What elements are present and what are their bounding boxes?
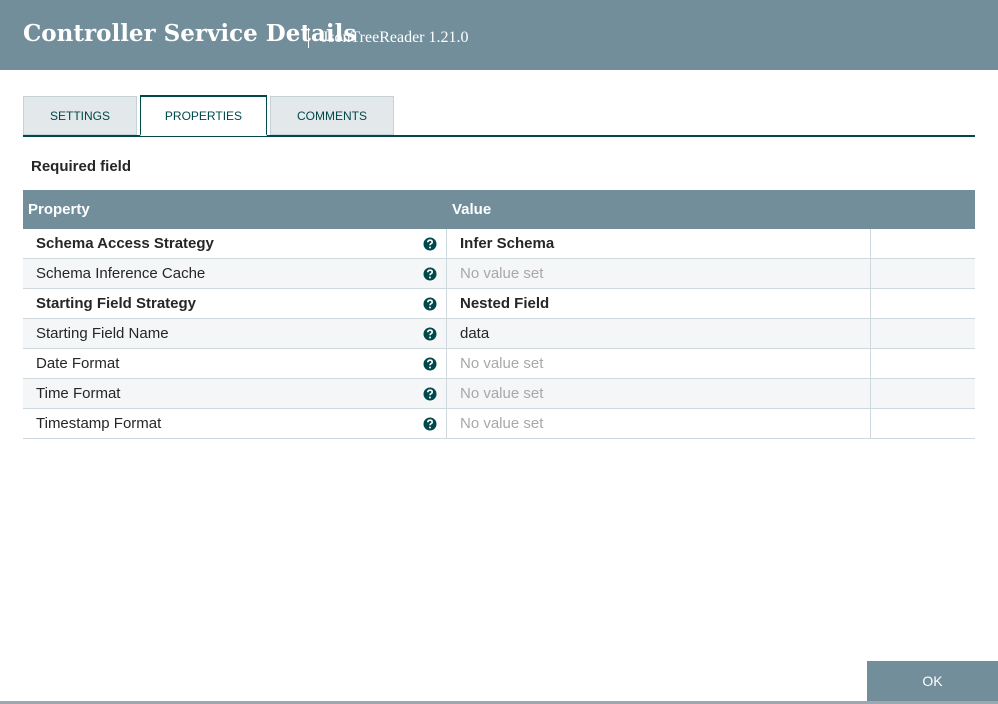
- property-name: Timestamp Format: [36, 415, 162, 432]
- tab-underline: [23, 135, 975, 137]
- property-value: No value set: [460, 355, 544, 372]
- table-row: Time Format No value set: [23, 379, 975, 409]
- tab[interactable]: PROPERTIES: [140, 95, 267, 136]
- property-name: Schema Access Strategy: [36, 235, 214, 252]
- property-name: Starting Field Name: [36, 325, 169, 342]
- column-header: Value: [452, 201, 492, 218]
- column-divider: [870, 319, 871, 349]
- column-divider: [870, 409, 871, 439]
- table-row: Schema Inference Cache No value set: [23, 259, 975, 289]
- column-divider: [870, 289, 871, 319]
- property-value: Infer Schema: [460, 235, 555, 252]
- required-label: Required field: [31, 158, 132, 175]
- column-divider: [446, 409, 447, 439]
- column-divider: [446, 229, 447, 259]
- table-row: Date Format No value set: [23, 349, 975, 379]
- column-divider: [446, 349, 447, 379]
- column-divider: [870, 259, 871, 289]
- help-icon[interactable]: [423, 417, 437, 431]
- column-header: Property: [28, 201, 90, 218]
- tab[interactable]: COMMENTS: [270, 96, 394, 135]
- column-divider: [446, 289, 447, 319]
- help-icon[interactable]: [423, 297, 437, 311]
- property-value: Nested Field: [460, 295, 550, 312]
- header: Controller Service Details JsonTreeReade…: [0, 0, 998, 70]
- column-divider: [870, 379, 871, 409]
- property-value: No value set: [460, 415, 544, 432]
- title: Controller Service Details: [23, 20, 357, 47]
- column-divider: [446, 379, 447, 409]
- bottom-edge: [0, 701, 998, 704]
- subtitle: JsonTreeReader 1.21.0: [322, 29, 469, 46]
- help-icon[interactable]: [423, 237, 437, 251]
- tab[interactable]: SETTINGS: [23, 96, 137, 135]
- table-row: Timestamp Format No value set: [23, 409, 975, 439]
- property-value: data: [460, 325, 490, 342]
- ok-button[interactable]: OK: [867, 661, 998, 701]
- table-row: Starting Field Name data: [23, 319, 975, 349]
- help-icon[interactable]: [423, 267, 437, 281]
- property-name: Starting Field Strategy: [36, 295, 197, 312]
- table-header: Property Value: [23, 190, 975, 229]
- column-divider: [870, 349, 871, 379]
- property-name: Date Format: [36, 355, 120, 372]
- column-divider: [446, 259, 447, 289]
- property-value: No value set: [460, 385, 544, 402]
- property-name: Schema Inference Cache: [36, 265, 206, 282]
- help-icon[interactable]: [423, 357, 437, 371]
- property-name: Time Format: [36, 385, 121, 402]
- separator: [308, 28, 309, 48]
- column-divider: [446, 319, 447, 349]
- table-row: Schema Access Strategy Infer Schema: [23, 229, 975, 259]
- column-divider: [870, 229, 871, 259]
- property-value: No value set: [460, 265, 544, 282]
- table-row: Starting Field Strategy Nested Field: [23, 289, 975, 319]
- help-icon[interactable]: [423, 387, 437, 401]
- help-icon[interactable]: [423, 327, 437, 341]
